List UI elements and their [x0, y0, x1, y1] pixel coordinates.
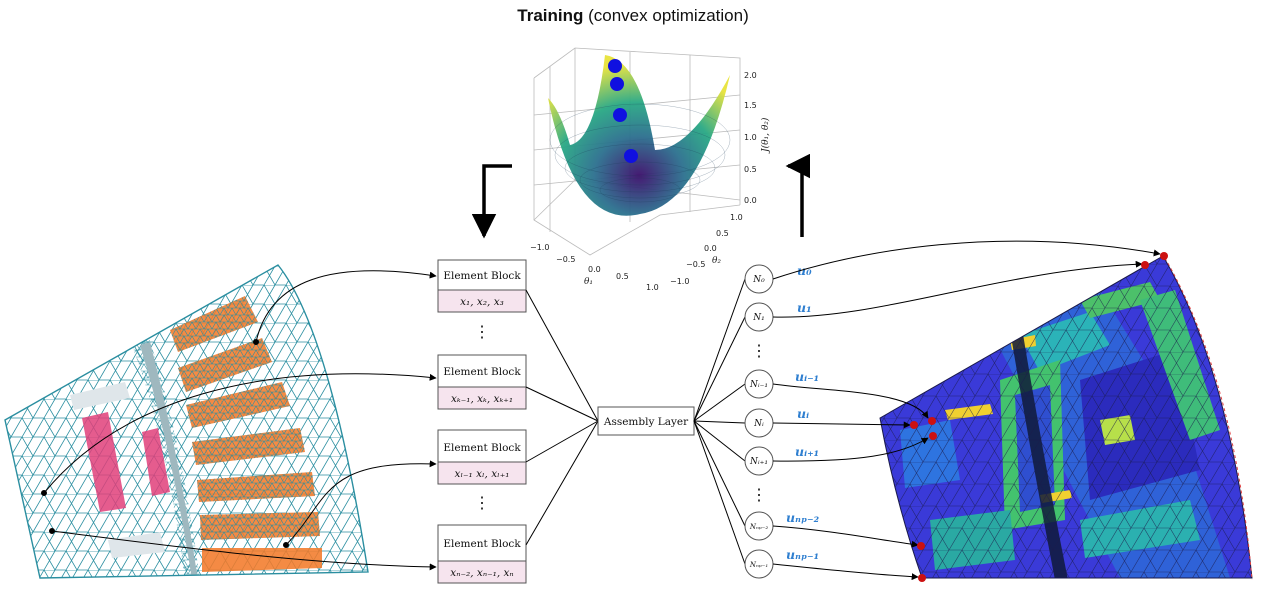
- training-arrow-down: [471, 164, 512, 239]
- node-i-plus-1: Nᵢ₊₁ uᵢ₊₁: [744, 444, 819, 476]
- node-i: Nᵢ uᵢ: [744, 406, 809, 438]
- node-0-label: N₀: [752, 275, 765, 285]
- z-tick-5: 0.0: [744, 196, 757, 205]
- node-i-plus-1-label: Nᵢ₊₁: [749, 457, 768, 467]
- z-tick-2: 1.5: [744, 101, 757, 110]
- element-block-1-label: Element Block: [443, 270, 521, 282]
- element-block-3-label: Element Block: [443, 442, 521, 454]
- element-block-4-label: Element Block: [443, 538, 521, 550]
- element-block-4: Element Block xₙ₋₂, xₙ₋₁, xₙ: [437, 524, 527, 584]
- node-np-minus-1: Nₙₚ₋₁ uₙₚ₋₁: [744, 547, 819, 579]
- block-ellipsis-1: ⋮: [474, 322, 490, 341]
- x-ticks: −1.0 −0.5 0.0 0.5 1.0: [530, 243, 659, 292]
- y-tick-5: −1.0: [670, 277, 689, 286]
- assembly-layer: Assembly Layer: [597, 406, 695, 436]
- training-arrow-up: [785, 153, 811, 237]
- block-ellipsis-2: ⋮: [474, 493, 490, 512]
- descent-point-2: [610, 77, 624, 91]
- element-block-4-vars: xₙ₋₂, xₙ₋₁, xₙ: [450, 567, 513, 579]
- element-block-2-vars: xₖ₋₁, xₖ, xₖ₊₁: [451, 393, 513, 405]
- block-to-assembly-lines: [525, 289, 599, 546]
- x-tick-5: 1.0: [646, 283, 659, 292]
- node-i-minus-1-label: Nᵢ₋₁: [749, 380, 768, 390]
- element-block-3-vars: xₗ₋₁ xₗ, xₗ₊₁: [455, 468, 510, 480]
- y-tick-4: −0.5: [686, 260, 705, 269]
- node-np-minus-2: Nₙₚ₋₂ uₙₚ₋₂: [744, 510, 820, 541]
- u-i-label: uᵢ: [797, 406, 809, 421]
- element-block-2-label: Element Block: [443, 366, 521, 378]
- node-i-label: Nᵢ: [753, 419, 764, 429]
- y-tick-3: 0.0: [704, 244, 717, 253]
- element-blocks: Element Block x₁, x₂, x₃ ⋮ Element Block…: [437, 259, 527, 584]
- node-np-minus-2-label: Nₙₚ₋₂: [749, 523, 768, 531]
- z-axis-label: J(θ₁, θ₂): [760, 117, 771, 154]
- node-np-minus-1-label: Nₙₚ₋₁: [749, 561, 768, 569]
- u-np-minus-2-label: uₙₚ₋₂: [786, 510, 820, 525]
- y-tick-1: 1.0: [730, 213, 743, 222]
- x-tick-1: −1.0: [530, 243, 549, 252]
- title-bold: Training: [517, 6, 584, 25]
- descent-point-3: [613, 108, 627, 122]
- element-block-1-vars: x₁, x₂, x₃: [460, 296, 504, 308]
- z-tick-3: 1.0: [744, 133, 757, 142]
- element-block-2: Element Block xₖ₋₁, xₖ, xₖ₊₁: [437, 354, 527, 410]
- mesh-to-block-arrows: [41, 270, 437, 571]
- u-i-minus-1-label: uᵢ₋₁: [795, 369, 819, 384]
- y-axis-label: θ₂: [712, 256, 721, 266]
- node-0: N₀ u₀: [744, 263, 812, 294]
- node-1: N₁ u₁: [744, 300, 812, 332]
- element-block-3: Element Block xₗ₋₁ xₗ, xₗ₊₁: [437, 429, 527, 485]
- x-tick-4: 0.5: [616, 272, 629, 281]
- u-i-plus-1-label: uᵢ₊₁: [795, 444, 819, 459]
- z-ticks: 2.0 1.5 1.0 0.5 0.0: [744, 71, 757, 205]
- node-1-label: N₁: [752, 313, 764, 323]
- u-0-label: u₀: [797, 263, 812, 278]
- title-rest: (convex optimization): [583, 6, 749, 25]
- x-tick-2: −0.5: [556, 255, 575, 264]
- mesh-node-dots: [910, 252, 1168, 582]
- diagram-title: Training (convex optimization): [0, 6, 1266, 26]
- training-loop-arrows: [471, 153, 811, 239]
- node-to-mesh-arrows: [772, 240, 1161, 581]
- node-ellipsis-1: ⋮: [751, 341, 767, 360]
- element-block-1: Element Block x₁, x₂, x₃: [437, 259, 527, 313]
- x-axis-label: θ₁: [584, 277, 593, 287]
- assembly-to-node-lines: [693, 278, 746, 565]
- node-ellipsis-2: ⋮: [751, 485, 767, 504]
- x-tick-3: 0.0: [588, 265, 601, 274]
- u-1-label: u₁: [797, 300, 812, 315]
- descent-points: [608, 59, 638, 163]
- y-tick-2: 0.5: [716, 229, 729, 238]
- y-ticks: 1.0 0.5 0.0 −0.5 −1.0: [670, 213, 743, 286]
- descent-point-1: [608, 59, 622, 73]
- nodes: N₀ u₀ N₁ u₁ ⋮ Nᵢ₋₁ uᵢ₋₁ Nᵢ uᵢ Nᵢ₊₁: [744, 263, 820, 579]
- z-tick-4: 0.5: [744, 165, 757, 174]
- u-np-minus-1-label: uₙₚ₋₁: [786, 547, 819, 562]
- assembly-layer-label: Assembly Layer: [603, 416, 689, 428]
- z-tick-1: 2.0: [744, 71, 757, 80]
- node-i-minus-1: Nᵢ₋₁ uᵢ₋₁: [744, 369, 819, 399]
- convex-plot: 2.0 1.5 1.0 0.5 0.0 J(θ₁, θ₂) −1.0 −0.5 …: [530, 47, 771, 292]
- left-mesh: [4, 264, 369, 579]
- descent-point-4: [624, 149, 638, 163]
